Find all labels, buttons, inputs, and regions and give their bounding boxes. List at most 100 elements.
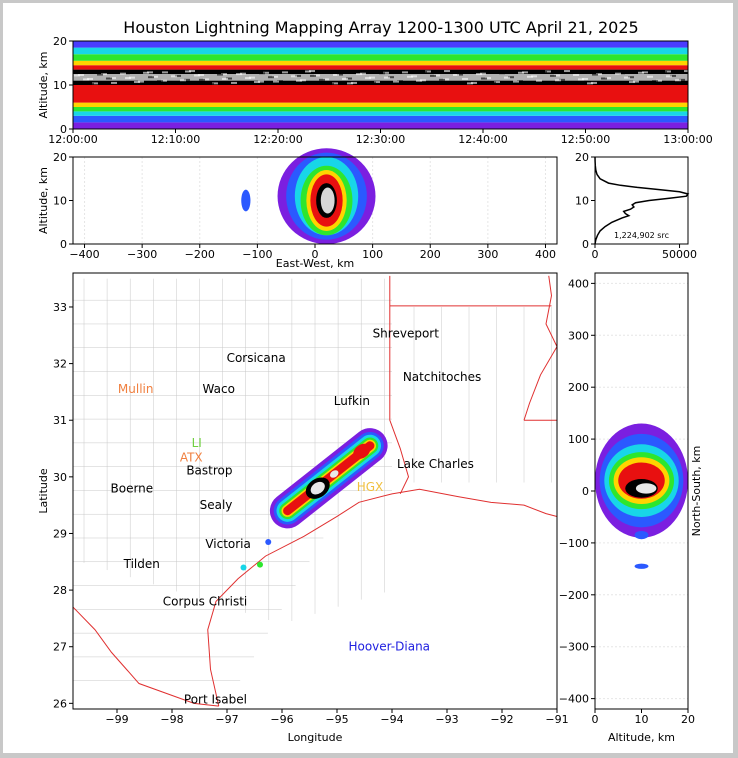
texture-mark: [402, 71, 408, 74]
texture-mark: [430, 74, 436, 77]
city-label: Boerne: [111, 482, 154, 496]
y-tick-label: −300: [559, 641, 589, 654]
texture-mark: [115, 81, 121, 84]
ew-altitude-panel: −400 −300 −200 −100 0 100 200 300 400 0 10 20 East-W…: [37, 148, 558, 270]
texture-mark: [592, 73, 598, 76]
texture-mark: [517, 80, 523, 83]
texture-mark: [245, 77, 251, 80]
texture-mark: [300, 79, 306, 82]
texture-mark: [638, 71, 644, 74]
x-tick-label: 12:20:00: [253, 133, 302, 146]
texture-mark: [476, 73, 482, 76]
texture-mark: [443, 78, 449, 81]
texture-mark: [679, 78, 685, 81]
texture-mark: [110, 77, 116, 80]
texture-mark: [249, 76, 255, 79]
texture-mark: [675, 79, 681, 82]
y-tick-label: 10: [575, 195, 589, 208]
texture-mark: [406, 70, 412, 73]
texture-mark: [323, 78, 329, 81]
texture-mark: [203, 78, 209, 81]
texture-mark: [393, 80, 399, 83]
texture-mark: [101, 73, 107, 76]
texture-mark: [615, 72, 621, 75]
texture-mark: [138, 80, 144, 83]
x-tick-label: 12:40:00: [458, 133, 507, 146]
texture-mark: [610, 81, 616, 84]
texture-mark: [564, 70, 570, 73]
x-tick-label: 12:50:00: [561, 133, 610, 146]
texture-mark: [568, 82, 574, 85]
texture-mark: [277, 80, 283, 83]
texture-mark: [189, 70, 195, 73]
city-label: Tilden: [123, 557, 160, 571]
texture-mark: [309, 70, 315, 73]
texture-mark: [582, 77, 588, 80]
texture-mark: [522, 71, 528, 74]
y-tick-label: 26: [53, 697, 67, 710]
x-tick-label: −96: [270, 713, 293, 726]
density-cell-8: [241, 189, 251, 212]
texture-mark: [272, 75, 278, 78]
texture-mark: [286, 70, 292, 73]
x-tick-label: 0: [312, 248, 319, 261]
texture-mark: [665, 70, 671, 73]
station-label: Mullin: [118, 382, 154, 396]
altitude-band-7: [73, 74, 688, 81]
texture-mark: [480, 72, 486, 75]
y-axis-label: Latitude: [37, 468, 50, 514]
texture-mark: [485, 77, 491, 80]
y-tick-label: −200: [559, 589, 589, 602]
storm-core-3: [330, 470, 339, 478]
texture-mark: [661, 70, 667, 73]
texture-mark: [134, 81, 140, 84]
texture-mark: [527, 75, 533, 78]
histogram-line: [594, 156, 690, 245]
texture-mark: [591, 81, 597, 84]
x-tick-label: −200: [185, 248, 215, 261]
texture-mark: [73, 82, 79, 85]
x-axis-label: Longitude: [288, 731, 343, 744]
x-tick-label: 12:00:00: [48, 133, 97, 146]
texture-mark: [194, 74, 200, 77]
texture-mark: [198, 74, 204, 76]
x-tick-label: 200: [420, 248, 441, 261]
y-tick-label: 400: [568, 277, 589, 290]
texture-mark: [143, 71, 149, 74]
texture-mark: [629, 81, 635, 84]
texture-mark: [208, 82, 214, 85]
rio-grande-boundary: [72, 606, 219, 707]
texture-mark: [226, 77, 232, 80]
texture-mark: [199, 78, 205, 81]
texture-mark: [647, 75, 653, 78]
city-label: Corsicana: [227, 351, 286, 365]
y-axis-label: Altitude, km: [37, 167, 50, 234]
x-tick-label: −100: [242, 248, 272, 261]
texture-mark: [420, 79, 426, 82]
time-altitude-panel: 0 10 20 12:00:00 12:10:00 12:20:00 12:30:00 12:…: [37, 35, 713, 146]
density-cell-7: [635, 483, 657, 494]
altitude-band-13: [73, 41, 688, 48]
station-label: LI: [192, 436, 202, 450]
coastline: [207, 488, 558, 707]
y-tick-label: 0: [582, 485, 589, 498]
texture-mark: [217, 73, 223, 76]
altitude-band-3: [73, 107, 688, 112]
texture-mark: [92, 82, 98, 85]
texture-mark: [421, 70, 427, 73]
texture-mark: [332, 82, 338, 85]
texture-mark: [407, 75, 413, 78]
texture-mark: [499, 72, 505, 75]
altitude-band-0: [73, 122, 688, 129]
texture-mark: [310, 74, 316, 77]
texture-mark: [296, 79, 302, 82]
y-tick-label: 100: [568, 433, 589, 446]
texture-mark: [397, 80, 403, 83]
y-tick-label: 20: [53, 35, 67, 48]
texture-mark: [453, 74, 459, 76]
storm-spot-1: [257, 561, 263, 568]
texture-mark: [605, 77, 611, 80]
texture-mark: [212, 82, 218, 85]
x-tick-label: −93: [435, 713, 458, 726]
texture-mark: [642, 71, 648, 74]
